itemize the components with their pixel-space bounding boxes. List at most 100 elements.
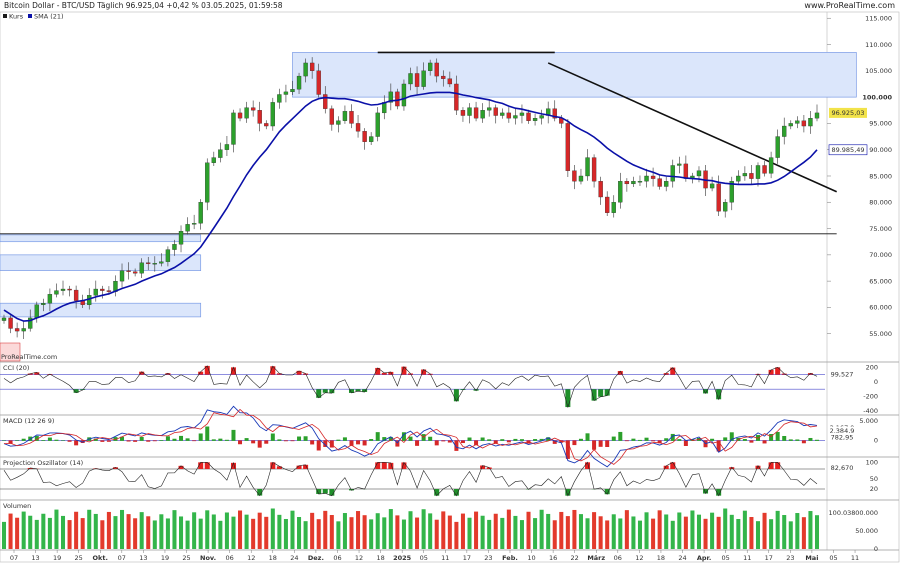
candle bbox=[460, 110, 466, 116]
volume-tick-label: 0 bbox=[874, 545, 878, 553]
projection-overbought-fill bbox=[388, 462, 394, 469]
cci-legend-label: CCI (20) bbox=[3, 364, 29, 372]
cci-tick-label: -200 bbox=[863, 393, 878, 401]
volume-bar bbox=[310, 512, 315, 549]
macd-histogram-bar bbox=[506, 440, 511, 443]
candle bbox=[368, 136, 374, 142]
projection-overbought-fill bbox=[775, 462, 781, 469]
x-tick-label: 19 bbox=[53, 554, 61, 562]
macd-histogram-bar bbox=[8, 440, 13, 444]
cci-overbought-fill bbox=[388, 371, 394, 375]
projection-oversold-fill bbox=[316, 489, 322, 494]
macd-histogram-bar bbox=[244, 438, 249, 441]
macd-histogram-bar bbox=[454, 440, 459, 451]
volume-bar bbox=[736, 518, 741, 549]
volume-bar bbox=[493, 513, 498, 549]
volume-bar bbox=[244, 514, 249, 549]
volume-bar bbox=[428, 513, 433, 549]
projection-overbought-fill bbox=[112, 467, 118, 469]
volume-bar bbox=[87, 509, 92, 549]
volume-bar bbox=[434, 519, 439, 549]
cci-overbought-fill bbox=[34, 372, 40, 375]
volume-bar bbox=[349, 517, 354, 549]
candle bbox=[795, 120, 800, 124]
candle bbox=[355, 123, 361, 132]
candle bbox=[375, 112, 380, 137]
volume-bar bbox=[106, 511, 111, 549]
candle bbox=[578, 175, 584, 182]
projection-oversold-fill bbox=[604, 489, 610, 495]
macd-histogram-bar bbox=[782, 435, 787, 441]
x-tick-label: 17 bbox=[765, 554, 773, 562]
macd-histogram-bar bbox=[605, 440, 610, 448]
projection-overbought-fill bbox=[670, 462, 676, 469]
macd-histogram-bar bbox=[592, 440, 597, 450]
volume-bar bbox=[552, 520, 557, 549]
cci-value-tag bbox=[829, 370, 855, 380]
macd-histogram-bar bbox=[428, 436, 433, 441]
kurs-legend-label: Kurs bbox=[9, 13, 24, 21]
projection-overbought-fill bbox=[755, 465, 761, 469]
macd-histogram-bar bbox=[34, 436, 39, 441]
volume-bar bbox=[769, 519, 774, 549]
candle bbox=[775, 136, 780, 158]
macd-histogram-bar bbox=[539, 438, 544, 441]
support-resistance-zone bbox=[0, 254, 202, 271]
sma-legend-swatch bbox=[28, 14, 32, 18]
macd-histogram-bar bbox=[552, 440, 557, 444]
x-tick-label: Dez. bbox=[308, 554, 324, 562]
cci-oversold-fill bbox=[604, 389, 610, 396]
candle bbox=[126, 270, 131, 272]
macd-histogram-bar bbox=[434, 440, 439, 446]
candle bbox=[664, 181, 669, 187]
volume-bar bbox=[526, 511, 531, 549]
macd-histogram-bar bbox=[139, 436, 144, 441]
candle bbox=[41, 303, 46, 305]
candle bbox=[598, 181, 603, 198]
macd-histogram-bar bbox=[742, 439, 747, 441]
macd-value-label: 2.384,9 bbox=[830, 427, 855, 435]
macd-histogram-bar bbox=[205, 426, 210, 441]
macd-signal-line bbox=[3, 408, 818, 465]
x-tick-label: 18 bbox=[376, 554, 384, 562]
volume-bar bbox=[808, 511, 813, 549]
volume-bar bbox=[172, 510, 177, 549]
volume-bar bbox=[533, 518, 538, 549]
candle bbox=[185, 224, 190, 232]
cci-overbought-fill bbox=[139, 371, 145, 375]
candle bbox=[788, 123, 793, 127]
candle bbox=[198, 202, 203, 224]
brand-link[interactable]: www.ProRealTime.com bbox=[804, 1, 895, 10]
volume-bar bbox=[231, 516, 236, 549]
candle bbox=[73, 289, 79, 301]
macd-histogram-bar bbox=[316, 440, 321, 451]
cci-overbought-fill bbox=[421, 369, 427, 375]
volume-bar bbox=[447, 515, 452, 549]
price-tick-label: 105.000 bbox=[865, 67, 892, 75]
candle bbox=[34, 304, 39, 319]
volume-bar bbox=[41, 513, 46, 549]
cci-overbought-fill bbox=[270, 366, 276, 375]
macd-histogram-bar bbox=[238, 440, 243, 445]
projection-oversold-fill bbox=[257, 489, 263, 496]
volume-bar bbox=[755, 521, 761, 549]
projection-overbought-fill bbox=[270, 462, 276, 469]
volume-bar bbox=[788, 521, 793, 549]
volume-bar bbox=[47, 517, 52, 549]
candle bbox=[723, 202, 728, 212]
cci-overbought-fill bbox=[807, 373, 813, 375]
candle bbox=[277, 94, 282, 103]
volume-bar bbox=[316, 519, 321, 549]
macd-legend-label: MACD (12 26 9) bbox=[3, 417, 54, 425]
candle bbox=[172, 244, 177, 250]
projection-tick-label: 100 bbox=[866, 458, 878, 466]
macd-histogram-bar bbox=[801, 440, 806, 444]
candle bbox=[755, 165, 761, 179]
candle bbox=[670, 165, 675, 182]
cci-tick-label: 200 bbox=[866, 363, 878, 371]
x-tick-label: 16 bbox=[549, 554, 557, 562]
candle bbox=[447, 78, 453, 85]
price-tick-label: 115.000 bbox=[865, 15, 892, 23]
macd-histogram-bar bbox=[15, 440, 20, 441]
